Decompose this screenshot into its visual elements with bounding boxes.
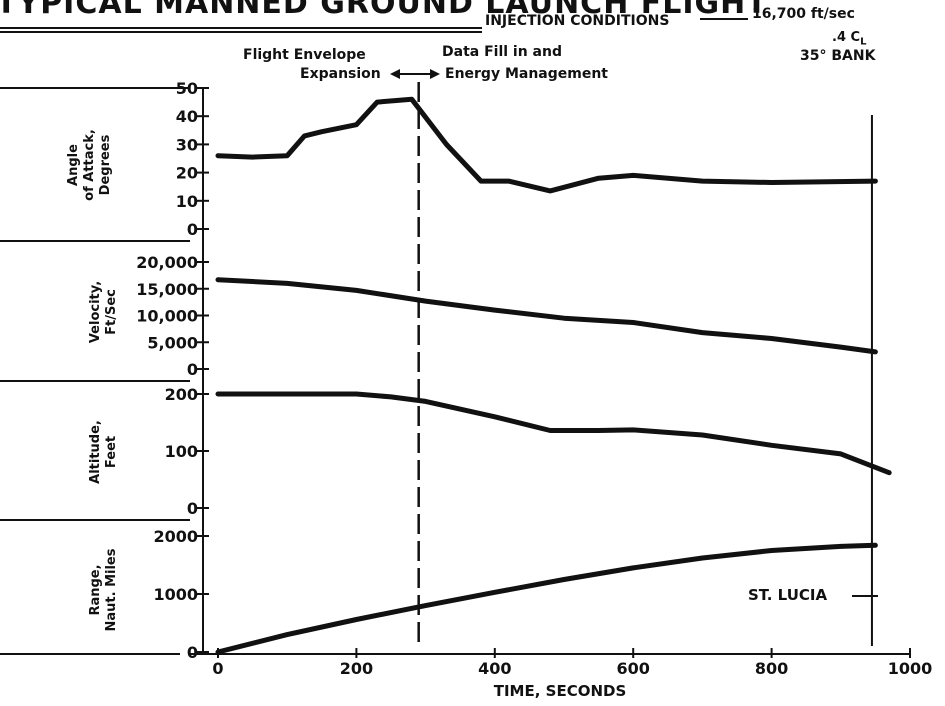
y-tick-label-angle-of-attack-2: 20 bbox=[176, 164, 198, 183]
svg-text:Ft/Sec: Ft/Sec bbox=[104, 289, 119, 335]
y-tick-label-velocity-1: 5,000 bbox=[147, 333, 198, 352]
phase-arrow bbox=[390, 69, 440, 79]
series-line-altitude bbox=[215, 391, 892, 476]
y-tick-label-angle-of-attack-4: 40 bbox=[176, 107, 198, 126]
svg-text:Naut. Miles: Naut. Miles bbox=[104, 548, 119, 631]
svg-text:of Attack,: of Attack, bbox=[82, 129, 97, 201]
flight-envelope-line1: Flight Envelope bbox=[243, 47, 366, 63]
x-tick-label-0: 0 bbox=[212, 659, 223, 678]
ylabel-angle-of-attack: Angle of Attack, Degrees bbox=[66, 129, 113, 201]
svg-text:Angle: Angle bbox=[66, 144, 81, 186]
y-tick-label-velocity-0: 0 bbox=[187, 360, 198, 379]
x-tick-label-4: 800 bbox=[755, 659, 788, 678]
y-tick-label-velocity-3: 15,000 bbox=[136, 280, 198, 299]
ylabel-velocity: Velocity, Ft/Sec bbox=[88, 281, 119, 343]
svg-text:Feet: Feet bbox=[104, 436, 119, 468]
svg-text:Altitude,: Altitude, bbox=[88, 420, 103, 484]
x-axis-title: TIME, SECONDS bbox=[494, 682, 627, 700]
ylabel-range: Range, Naut. Miles bbox=[88, 548, 119, 631]
y-tick-label-altitude-2: 200 bbox=[165, 385, 198, 404]
y-tick-label-angle-of-attack-0: 0 bbox=[187, 220, 198, 239]
svg-text:Velocity,: Velocity, bbox=[88, 281, 103, 343]
page-title: TYPICAL MANNED GROUND LAUNCH FLIGHT bbox=[0, 0, 768, 21]
y-tick-label-velocity-2: 10,000 bbox=[136, 307, 198, 326]
injection-bank-label: 35° BANK bbox=[800, 48, 876, 64]
y-tick-label-angle-of-attack-1: 10 bbox=[176, 192, 198, 211]
st-lucia-label: ST. LUCIA bbox=[748, 586, 827, 604]
injection-cl-text: .4 C bbox=[832, 30, 861, 45]
flight-envelope-line2: Expansion bbox=[300, 66, 381, 82]
y-tick-label-angle-of-attack-3: 30 bbox=[176, 135, 198, 154]
injection-cl-subscript: L bbox=[860, 36, 867, 48]
x-tick-label-2: 400 bbox=[478, 659, 511, 678]
y-tick-label-altitude-0: 0 bbox=[187, 499, 198, 518]
y-tick-label-angle-of-attack-5: 50 bbox=[176, 79, 198, 98]
series-line-range bbox=[215, 542, 878, 655]
y-tick-label-range-1: 1000 bbox=[153, 585, 198, 604]
series-line-velocity bbox=[215, 277, 878, 355]
y-tick-label-range-2: 2000 bbox=[153, 527, 198, 546]
ylabel-altitude: Altitude, Feet bbox=[88, 420, 119, 484]
y-tick-label-altitude-1: 100 bbox=[165, 442, 198, 461]
data-fill-line1: Data Fill in and bbox=[442, 44, 562, 60]
svg-text:Degrees: Degrees bbox=[98, 134, 113, 195]
x-tick-label-3: 600 bbox=[616, 659, 649, 678]
injection-conditions-label: INJECTION CONDITIONS bbox=[485, 13, 669, 29]
injection-speed-label: 16,700 ft/sec bbox=[752, 6, 855, 22]
x-tick-label-5: 1000 bbox=[888, 659, 933, 678]
y-tick-label-velocity-4: 20,000 bbox=[136, 253, 198, 272]
series-line-angle-of-attack bbox=[215, 96, 878, 194]
data-fill-line2: Energy Management bbox=[445, 66, 608, 82]
injection-cl-label: .4 CL bbox=[832, 30, 866, 48]
x-tick-label-1: 200 bbox=[340, 659, 373, 678]
series-group bbox=[215, 82, 892, 655]
axes-group: 0 10 20 30 40 50 0 5,000 10,000 15,000 20,000 0 100 2… bbox=[136, 79, 932, 678]
svg-text:Range,: Range, bbox=[88, 564, 103, 615]
y-tick-label-range-0: 0 bbox=[187, 643, 198, 662]
